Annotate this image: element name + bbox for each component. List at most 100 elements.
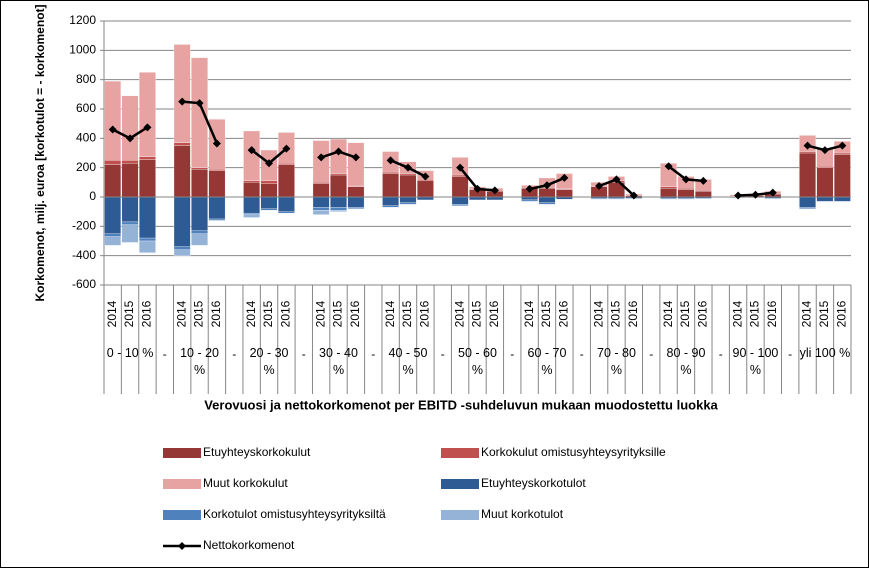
legend-swatch [441, 479, 479, 489]
y-tick-label: 400 [76, 131, 96, 145]
bar-segment [451, 176, 469, 198]
bar-segment [816, 166, 834, 168]
x-tick-label: 2016 [557, 300, 571, 327]
net-marker [768, 188, 777, 197]
legend-swatch [163, 448, 201, 458]
bar-segment [399, 174, 417, 198]
bar-segment [243, 214, 260, 218]
bar-segment [816, 167, 834, 198]
bar-segment [278, 196, 295, 212]
bar-segment [521, 199, 538, 202]
bar-segment [260, 183, 278, 198]
net-marker [334, 147, 343, 156]
bar-segment [330, 138, 347, 174]
bar-segment [538, 202, 556, 205]
net-marker [386, 156, 395, 165]
y-tick-label: 600 [76, 101, 96, 115]
group-separator: - [371, 347, 376, 361]
bar-segment [278, 163, 295, 165]
legend-swatch [441, 510, 479, 520]
bar-segment [695, 190, 712, 198]
x-tick-label: 2015 [609, 300, 623, 327]
group-label: yli 100 % [799, 346, 851, 360]
legend-item: Korkokulut omistusyhteysyrityksille [441, 445, 666, 459]
net-marker [751, 190, 760, 199]
bar-segment [799, 196, 816, 208]
bar-segment [121, 95, 139, 161]
bar-segment [191, 233, 208, 246]
bar-segment [677, 198, 695, 200]
y-tick-label: 0 [89, 189, 96, 203]
legend-item: Etuyhteyskorkokulut [163, 445, 311, 459]
x-tick-label: 2014 [800, 300, 814, 327]
bar-segment [312, 210, 330, 215]
bar-segment [104, 80, 122, 161]
bar-segment [538, 196, 556, 204]
net-marker [351, 153, 360, 162]
bar-segment [312, 182, 330, 184]
bar-segment [833, 196, 851, 202]
bar-segment [191, 230, 208, 234]
bar-segment [173, 196, 191, 248]
net-marker [456, 163, 465, 172]
group-label: 70 - 80 % [597, 346, 636, 377]
bar-segment [677, 188, 695, 190]
x-tick-label: 2015 [331, 300, 345, 327]
x-tick-label: 2015 [261, 300, 275, 327]
bar-segment [104, 160, 122, 165]
bar-segment [677, 189, 695, 198]
bar-segment [312, 207, 330, 211]
bar-segment [139, 159, 156, 198]
x-tick-label: 2014 [244, 300, 258, 327]
bar-segment [382, 205, 399, 208]
net-marker [212, 139, 221, 148]
group-label: 40 - 50 % [388, 346, 428, 377]
legend-label: Korkokulut omistusyhteysyrityksille [481, 445, 666, 459]
x-tick-label: 2016 [487, 300, 501, 327]
x-tick-label: 2014 [174, 300, 188, 327]
y-tick-label: -600 [72, 277, 96, 291]
bar-segment [260, 196, 278, 209]
x-tick-label: 2015 [122, 300, 136, 327]
bar-segment [799, 151, 816, 154]
net-marker [734, 191, 743, 200]
bar-segment [833, 154, 851, 198]
bar-segment [139, 196, 156, 239]
x-tick-label: 2016 [696, 300, 710, 327]
net-marker [317, 153, 326, 162]
x-tick-label: 2014 [730, 300, 744, 327]
bar-segment [816, 196, 834, 202]
net-marker [473, 184, 482, 193]
group-label: 20 - 30 % [249, 346, 289, 377]
x-tick-label: 2016 [418, 300, 432, 327]
net-marker [664, 162, 673, 171]
x-tick-label: 2016 [209, 300, 223, 327]
group-label: 80 - 90 % [666, 346, 706, 377]
bar-segment [347, 142, 365, 187]
x-axis-label: Verovuosi ja nettokorkomenot per EBITD -… [204, 397, 718, 412]
legend-swatch [163, 479, 201, 489]
bar-segment [139, 72, 156, 157]
group-label: 30 - 40 % [319, 346, 358, 377]
bar-segment [330, 174, 347, 198]
group-separator: - [649, 347, 654, 361]
legend-swatch [163, 510, 201, 520]
net-marker [681, 175, 690, 184]
x-tick-label: 2014 [661, 300, 675, 327]
x-tick-label: 2015 [539, 300, 553, 327]
bar-segment [382, 173, 399, 198]
group-label: 60 - 70 % [527, 346, 567, 377]
net-marker [612, 175, 621, 184]
legend-label: Nettokorkomenot [203, 538, 295, 552]
bar-segment [556, 189, 573, 198]
bar-segment [538, 188, 556, 198]
bar-segment [347, 207, 365, 209]
x-tick-label: 2014 [105, 300, 119, 327]
bar-segment [608, 198, 625, 200]
x-tick-label: 2016 [626, 300, 640, 327]
bar-segment [208, 168, 226, 171]
net-marker [282, 144, 291, 153]
bar-segment [312, 196, 330, 208]
